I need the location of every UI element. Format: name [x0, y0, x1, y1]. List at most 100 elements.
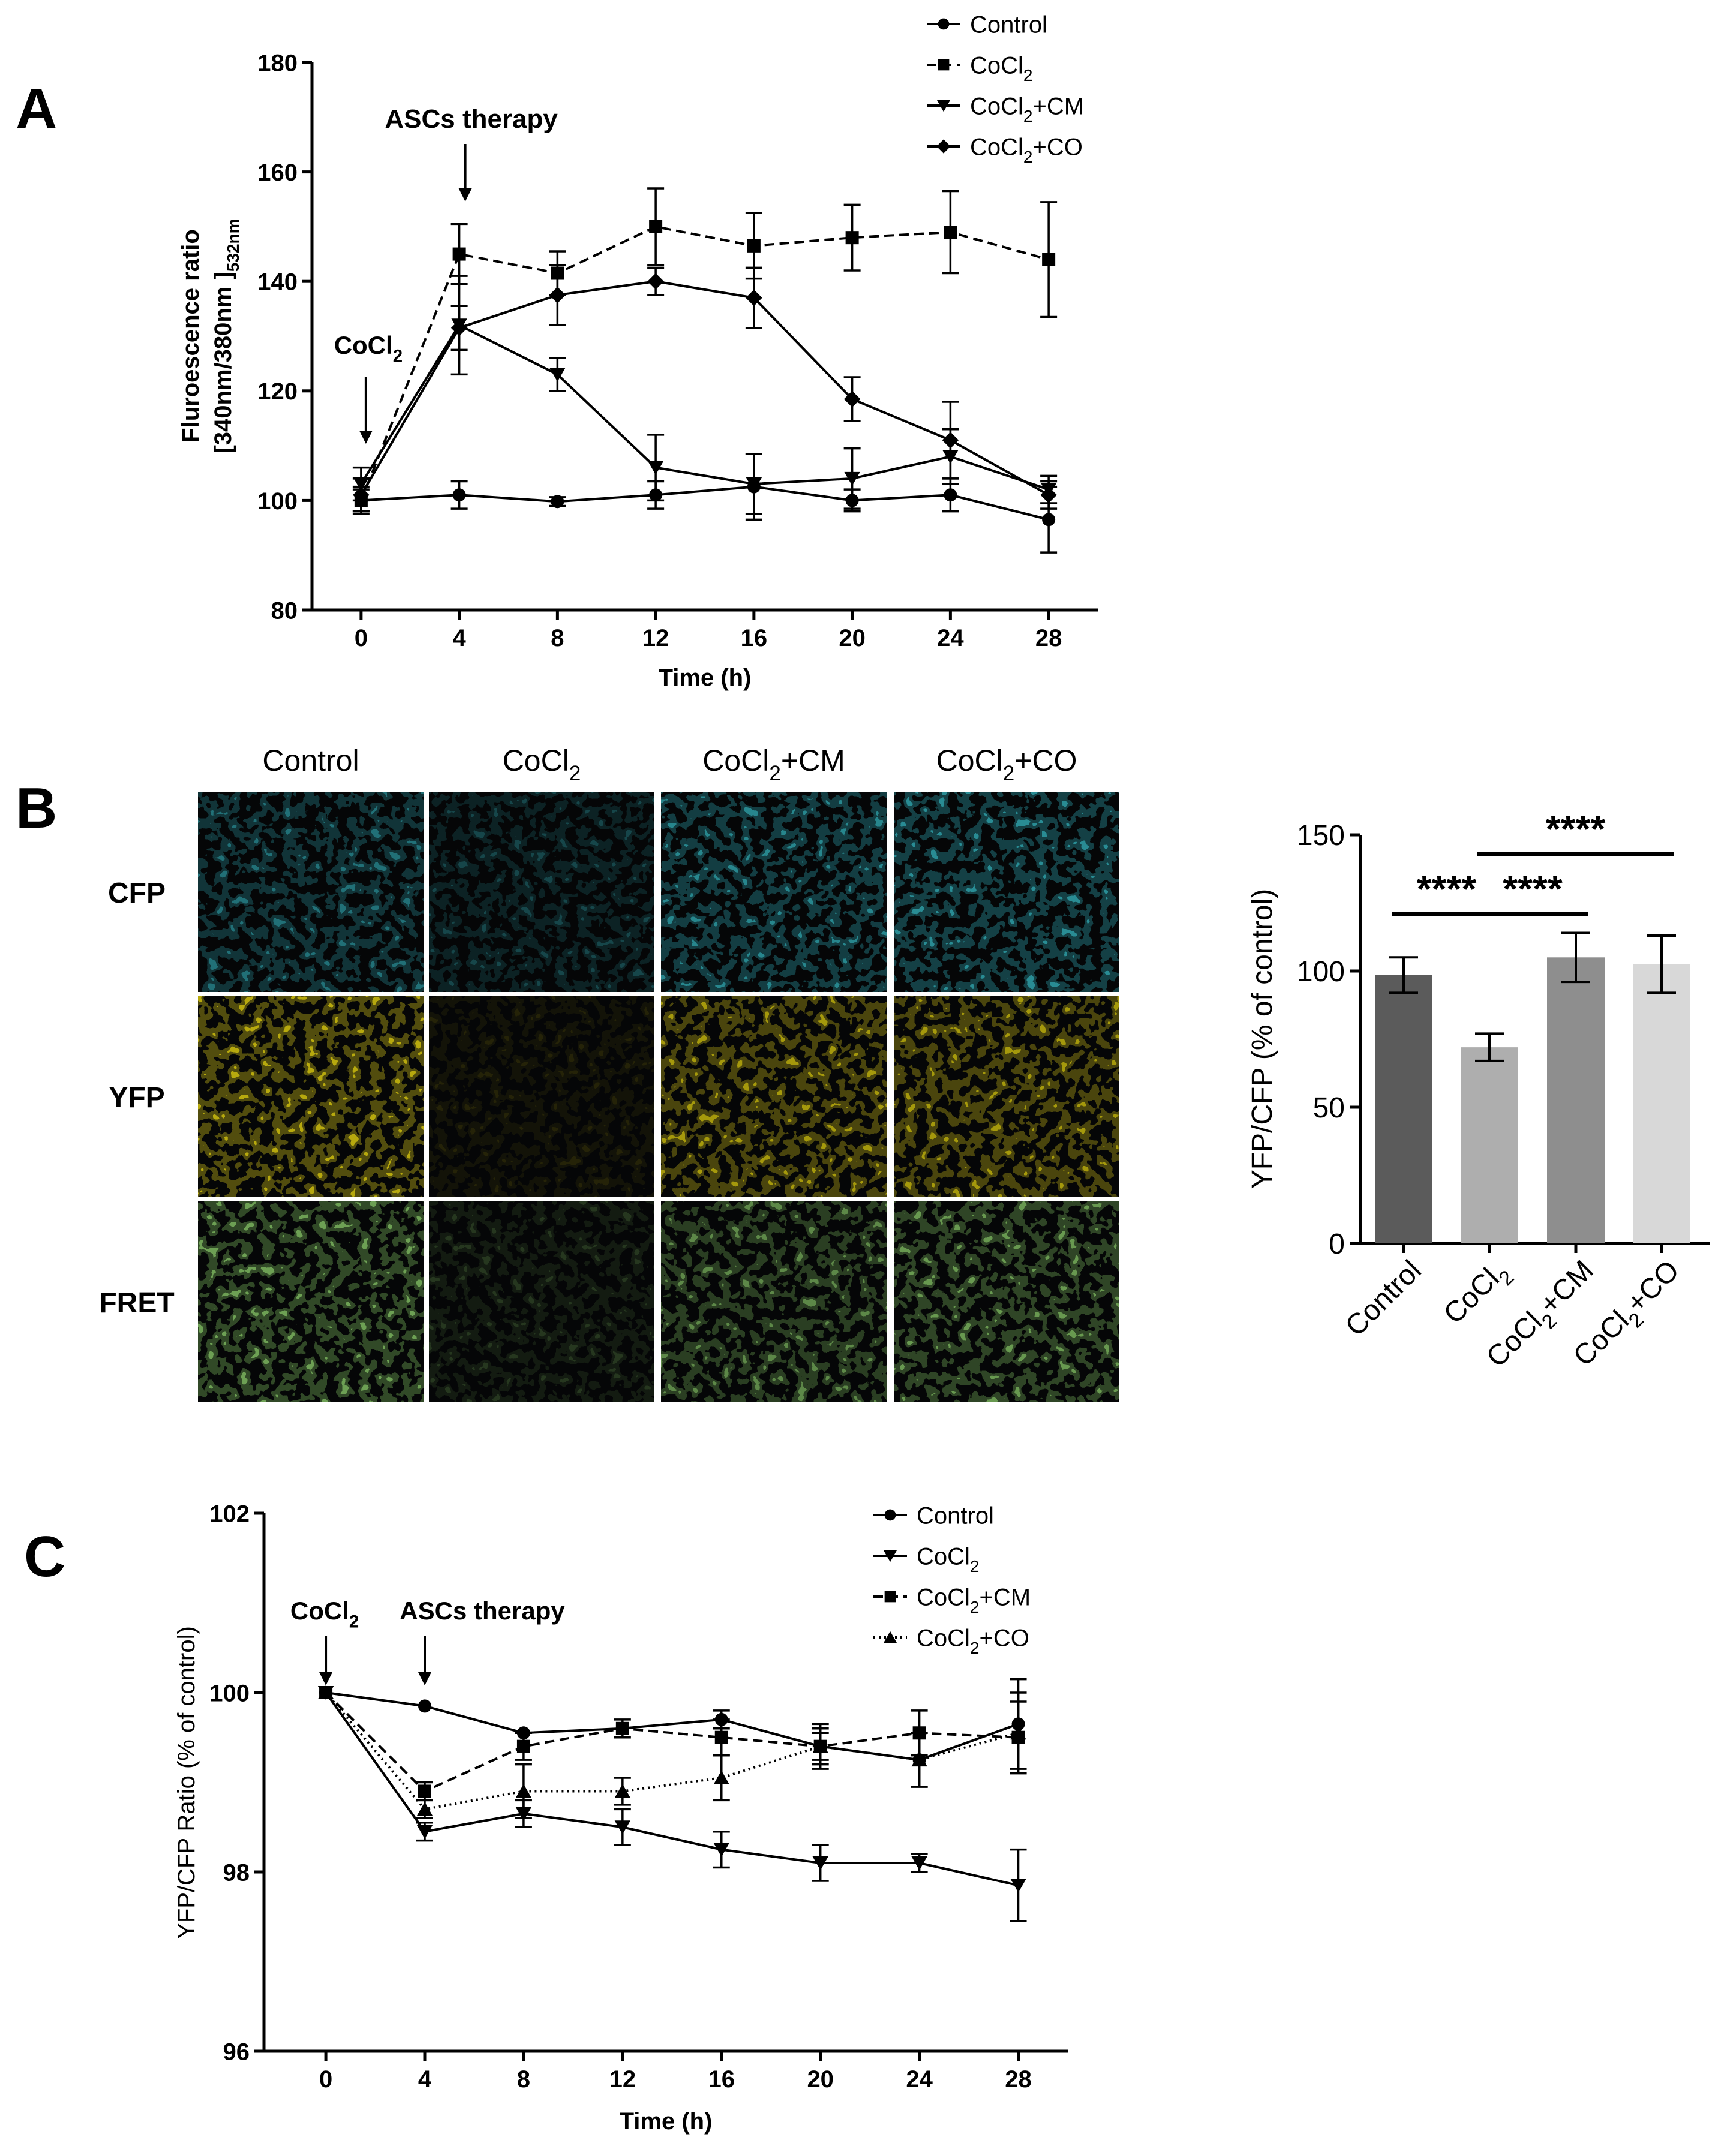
micrograph-cfp-3 [661, 792, 887, 992]
x-tick-label: 8 [517, 2066, 530, 2093]
data-point [452, 488, 466, 502]
legend-entry: Control [873, 1502, 994, 1529]
bar-group [1547, 931, 1605, 1253]
legend-label: CoCl2 [970, 52, 1032, 85]
data-point [1010, 1726, 1026, 1740]
data-point [944, 226, 957, 239]
data-point [1042, 253, 1056, 266]
data-point [844, 471, 860, 486]
x-tick-label: 20 [839, 625, 866, 651]
significance-bracket: **** [1477, 807, 1674, 856]
y-axis-label-line2: [340nm/380nm ]532nm [210, 218, 242, 453]
micrograph-fret-2 [429, 1201, 654, 1402]
data-point [812, 1856, 828, 1871]
series-CoCl2+CO [317, 1685, 1027, 1820]
y-axis-label: YFP/CFP (% of control) [1247, 889, 1278, 1189]
micrograph-cfp-2 [429, 792, 654, 992]
y-tick-label: 98 [223, 1859, 250, 1886]
image-row-label: YFP [109, 1082, 164, 1114]
legend-label: Control [917, 1502, 994, 1529]
micrograph-cells [894, 996, 1119, 1197]
x-axis-label: Time (h) [620, 2108, 713, 2135]
annotation-cocl2: CoCl2 [334, 331, 403, 366]
legend-entry: CoCl2+CM [873, 1584, 1031, 1616]
data-point [418, 1784, 431, 1798]
data-point [944, 488, 957, 502]
legend-label: CoCl2+CO [917, 1625, 1029, 1657]
series-line [361, 485, 1049, 521]
legend-marker [884, 1509, 896, 1521]
legend-marker [938, 59, 950, 71]
micrograph-cells [429, 996, 654, 1197]
data-point [713, 1770, 729, 1785]
x-tick-label: 24 [937, 625, 964, 651]
y-axis-label: YFP/CFP Ratio (% of control) [173, 1626, 200, 1939]
series-line [325, 1691, 1019, 1793]
y-tick-label: 100 [1297, 956, 1345, 988]
data-point [1010, 1879, 1026, 1893]
legend-entry: CoCl2 [927, 52, 1032, 85]
data-point [551, 495, 564, 509]
series-CoCl2+CO [352, 264, 1058, 513]
micrograph-cells [894, 792, 1119, 992]
data-point [515, 1784, 532, 1798]
legend-entry: CoCl2+CO [873, 1625, 1029, 1657]
y-tick-label: 102 [209, 1501, 250, 1527]
annotation-arrow-asc [418, 1636, 431, 1685]
micrograph-cells [661, 792, 887, 992]
data-point [911, 1753, 927, 1767]
micrograph-fret-3 [661, 1201, 887, 1402]
data-point [845, 231, 859, 245]
series-CoCl2 [352, 187, 1058, 513]
y-axis-label-line1: Fluroescence ratio [178, 229, 204, 443]
data-point [516, 1739, 530, 1753]
bar [1461, 1047, 1518, 1243]
image-column-header: Control [262, 744, 359, 777]
micrograph-cells [661, 1201, 887, 1402]
panel-letter-a: A [16, 77, 57, 141]
x-tick-label: 0 [319, 2066, 332, 2093]
significance-bracket: **** [1477, 867, 1588, 916]
annotation-arrow-asc [458, 144, 472, 202]
y-tick-label: 100 [209, 1680, 250, 1706]
series-line [325, 1691, 1019, 1887]
legend-marker [936, 139, 951, 154]
data-point [317, 1685, 334, 1699]
chart-c-yfp-cfp-timecourse: 96 98 100 102 0 4 8 12 16 20 24 28 Time (h) Control Co… [173, 1501, 1068, 2135]
legend-marker [936, 100, 951, 112]
micrograph-yfp-2 [429, 996, 654, 1197]
image-column-header: CoCl2+CM [702, 744, 845, 785]
y-tick-label: 96 [223, 2039, 250, 2065]
y-tick-label: 140 [257, 269, 298, 296]
y-tick-label: 100 [257, 488, 298, 515]
micrograph-cfp-1 [198, 792, 424, 992]
legend-entry: CoCl2+CO [927, 134, 1083, 166]
y-tick-label: 160 [257, 160, 298, 186]
micrograph-cfp-4 [894, 792, 1119, 992]
data-point [416, 1825, 433, 1839]
data-point [549, 368, 566, 382]
legend-marker [884, 1591, 896, 1603]
data-point [450, 320, 468, 336]
panel-b-image-grid: Control CoCl2 CoCl2+CM CoCl2+CO CFP YFP FRET [99, 744, 1119, 1402]
micrograph-cells [894, 1201, 1119, 1402]
data-point [647, 273, 664, 290]
bar-group [1375, 956, 1432, 1253]
data-point [714, 1730, 728, 1744]
x-axis-label: Time (h) [659, 665, 752, 691]
bar-group [1461, 1032, 1518, 1253]
data-point [647, 461, 664, 475]
y-tick-label: 180 [257, 50, 298, 76]
image-row-label: CFP [108, 877, 166, 909]
legend-entry: CoCl2 [873, 1543, 979, 1576]
data-point [549, 287, 566, 303]
panel-letter-c: C [24, 1525, 65, 1589]
significance-stars: **** [1546, 807, 1606, 850]
x-tick-label: 4 [418, 2066, 432, 2093]
bar-group [1633, 934, 1690, 1253]
image-row-label: FRET [99, 1287, 174, 1319]
data-point [746, 289, 762, 306]
significance-stars: **** [1503, 867, 1563, 910]
data-point [713, 1843, 729, 1857]
